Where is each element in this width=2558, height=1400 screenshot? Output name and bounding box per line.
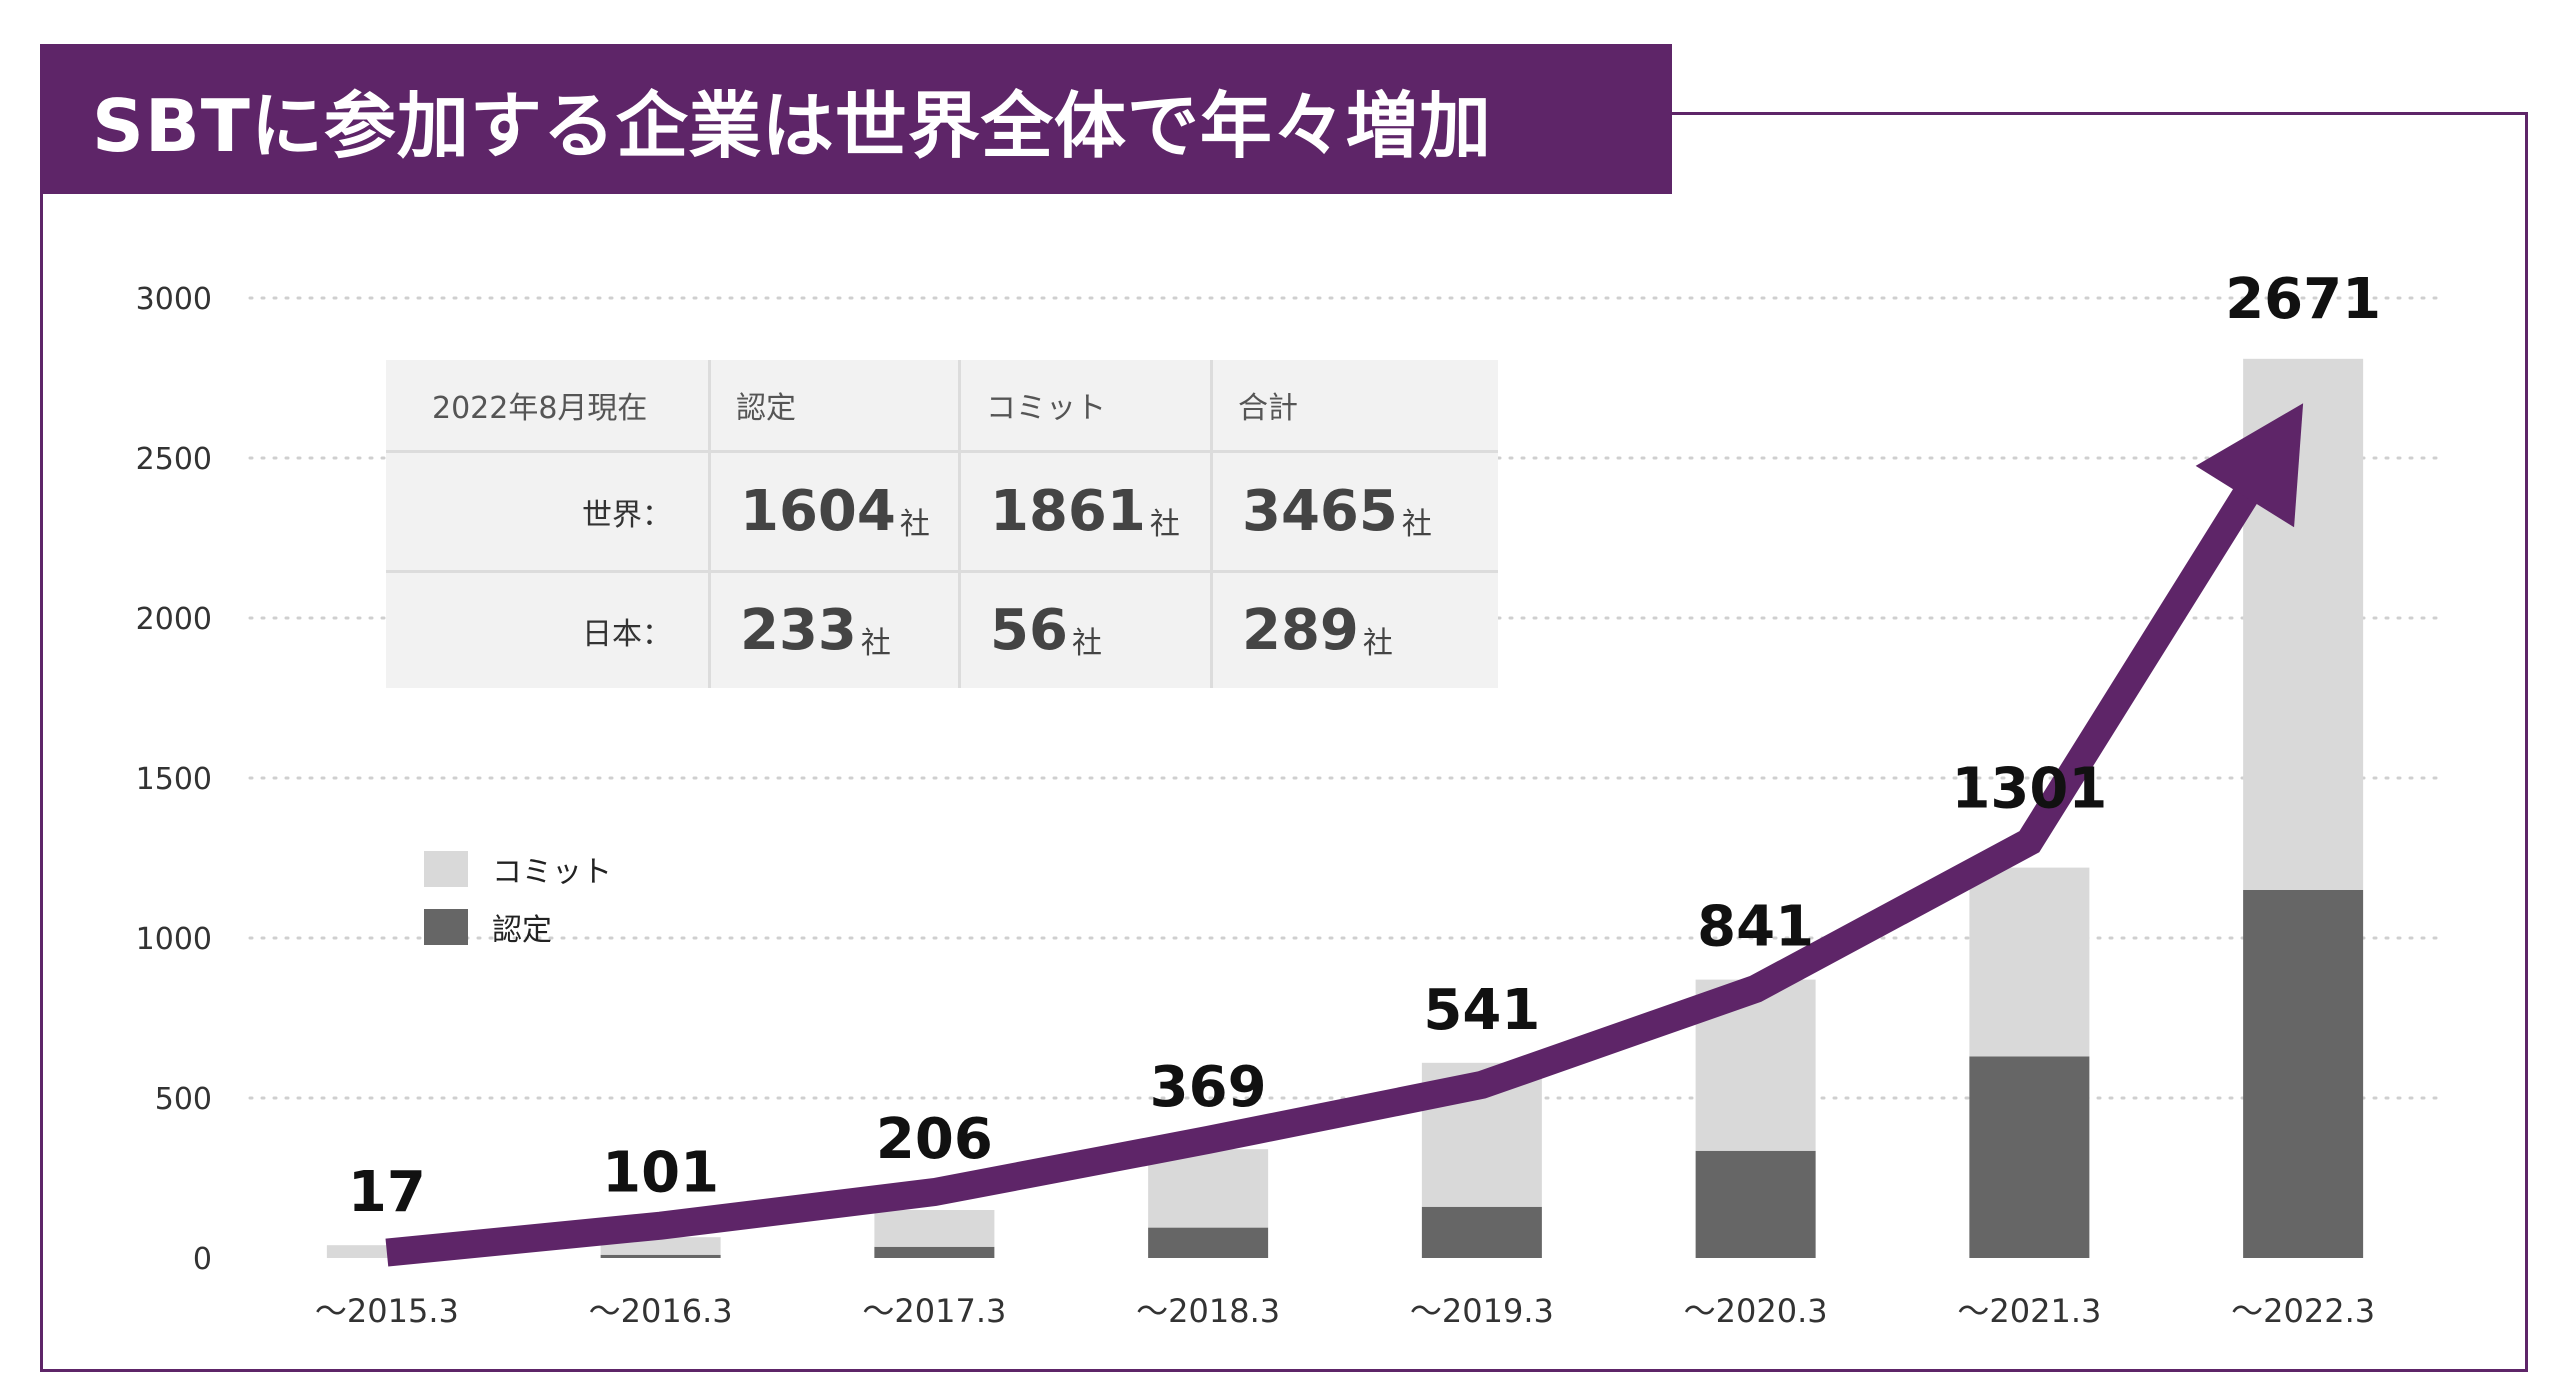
bar-commit — [874, 1210, 995, 1247]
bar-commit — [1148, 1149, 1269, 1228]
trend-line — [385, 482, 2261, 1267]
x-tick-label: ～2017.3 — [862, 1292, 1006, 1330]
data-label-total: 101 — [602, 1141, 719, 1206]
x-tick-label: ～2018.3 — [1136, 1292, 1280, 1330]
data-label-total: 1301 — [1951, 757, 2107, 822]
bar-certified — [1695, 1150, 1816, 1258]
x-tick-label: ～2015.3 — [315, 1292, 459, 1330]
bar-certified — [1969, 1056, 2090, 1258]
data-label-total: 541 — [1423, 978, 1540, 1043]
bar-certified — [1421, 1206, 1542, 1258]
japan-certified-value: 233 社 — [740, 598, 891, 663]
x-tick-label: ～2019.3 — [1410, 1292, 1554, 1330]
legend-swatch-certified — [424, 909, 468, 945]
bar-certified — [2243, 890, 2364, 1258]
table-header-date: 2022年8月現在 — [432, 391, 648, 426]
data-label-total: 841 — [1697, 895, 1814, 960]
table-header-certified: 認定 — [736, 391, 796, 426]
x-tick-label: ～2020.3 — [1684, 1292, 1828, 1330]
world-certified-value: 1604 社 — [740, 479, 930, 544]
japan-commit-value: 56 社 — [990, 598, 1102, 663]
bar-certified — [600, 1254, 721, 1258]
y-tick-label: 1500 — [136, 762, 212, 797]
y-tick-label: 2500 — [136, 442, 212, 477]
table-header-total: 合計 — [1238, 391, 1298, 426]
y-tick-label: 500 — [155, 1082, 212, 1117]
table-header-commit: コミット — [986, 391, 1106, 426]
legend-item-certified: 認定 — [424, 898, 612, 956]
legend-label-certified: 認定 — [492, 913, 552, 948]
bar-certified — [1148, 1227, 1269, 1258]
japan-total-value: 289 社 — [1242, 598, 1393, 663]
page-title: SBTに参加する企業は世界全体で年々増加 — [40, 44, 1672, 194]
data-label-total: 206 — [876, 1107, 993, 1172]
bar-commit — [1969, 867, 2090, 1057]
x-tick-label: ～2016.3 — [589, 1292, 733, 1330]
data-label-total: 369 — [1150, 1055, 1267, 1120]
table-row-label-japan: 日本： — [582, 616, 672, 652]
legend-swatch-commit — [424, 851, 468, 887]
y-tick-label: 2000 — [136, 602, 212, 637]
legend-label-commit: コミット — [492, 855, 612, 890]
bar-certified — [874, 1246, 995, 1258]
y-tick-label: 1000 — [136, 922, 212, 957]
data-label-total: 2671 — [2225, 267, 2381, 332]
x-tick-label: ～2022.3 — [2231, 1292, 2375, 1330]
table-row-label-world: 世界： — [582, 497, 672, 533]
trend-arrowhead — [2195, 403, 2304, 528]
legend-item-commit: コミット — [424, 840, 612, 898]
legend: コミット 認定 — [424, 840, 612, 956]
summary-table: 2022年8月現在 認定 コミット 合計 世界： 1604 社 1861 社 346… — [386, 360, 1498, 688]
x-tick-label: ～2021.3 — [1957, 1292, 2101, 1330]
data-label-total: 17 — [348, 1160, 426, 1225]
y-tick-label: 3000 — [136, 282, 212, 317]
world-commit-value: 1861 社 — [990, 479, 1180, 544]
world-total-value: 3465 社 — [1242, 479, 1432, 544]
y-tick-label: 0 — [193, 1242, 212, 1277]
